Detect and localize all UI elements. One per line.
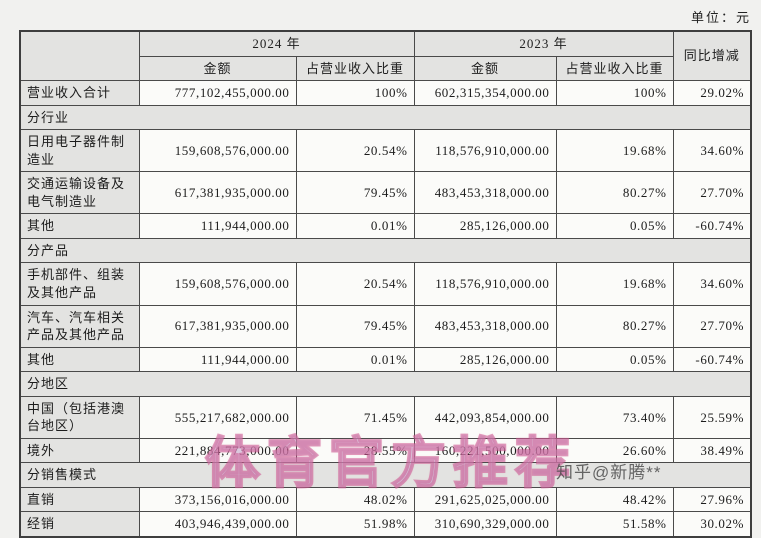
row-label-cell: 其他 bbox=[19, 213, 140, 239]
data-row: 经销 403,946,439,000.00 51.98% 310,690,329,00… bbox=[19, 511, 752, 538]
row-label-cell: 营业收入合计 bbox=[19, 80, 140, 106]
yoy-cell: 38.49% bbox=[672, 437, 752, 464]
data-row: 交通运输设备及电气制造业 617,381,935,000.00 79.45% 483,… bbox=[19, 171, 752, 215]
section-row-label: 分行业 bbox=[19, 104, 752, 131]
amount-2024-cell: 617,381,935,000.00 bbox=[138, 304, 297, 348]
pct-2024-header: 占营业收入比重 bbox=[295, 55, 415, 82]
amount-2023-cell: 160,221,500,000.00 bbox=[413, 437, 557, 464]
amount-2023-cell: 442,093,854,000.00 bbox=[413, 395, 557, 439]
amount-2024-header: 金额 bbox=[138, 55, 297, 82]
amount-2023-cell: 285,126,000.00 bbox=[413, 346, 557, 373]
revenue-breakdown-table: 2024 年 2023 年 同比增减 金额 占营业收入比重 金额 占营业收入比重… bbox=[19, 30, 753, 538]
section-row-label: 分销售模式 bbox=[19, 462, 752, 488]
row-label-cell: 境外 bbox=[19, 437, 140, 464]
table-header: 2024 年 2023 年 同比增减 金额 占营业收入比重 金额 占营业收入比重 bbox=[19, 30, 752, 82]
pct-2023-cell: 80.27% bbox=[555, 304, 674, 348]
pct-2023-header: 占营业收入比重 bbox=[555, 55, 674, 82]
amount-2023-cell: 483,453,318,000.00 bbox=[413, 304, 557, 348]
yoy-header: 同比增减 bbox=[672, 30, 752, 82]
data-row: 汽车、汽车相关产品及其他产品 617,381,935,000.00 79.45% 48… bbox=[19, 304, 752, 348]
yoy-cell: 29.02% bbox=[672, 80, 752, 106]
data-row: 其他 111,944,000.00 0.01% 285,126,000.00 0.05%… bbox=[19, 346, 752, 373]
table-body: 营业收入合计 777,102,455,000.00 100% 602,315,354,… bbox=[19, 80, 752, 538]
row-label-cell: 日用电子器件制造业 bbox=[19, 129, 140, 173]
amount-2024-cell: 159,608,576,000.00 bbox=[138, 262, 297, 306]
amount-2024-cell: 403,946,439,000.00 bbox=[138, 511, 297, 538]
yoy-cell: -60.74% bbox=[672, 213, 752, 239]
pct-2023-cell: 26.60% bbox=[555, 437, 674, 464]
amount-2024-cell: 159,608,576,000.00 bbox=[138, 129, 297, 173]
yoy-cell: 27.70% bbox=[672, 304, 752, 348]
pct-2024-cell: 0.01% bbox=[295, 213, 415, 239]
pct-2024-cell: 100% bbox=[295, 80, 415, 106]
report-page: 单位：元 2024 年 2023 年 同比增减 金额 占营业收入比重 金额 占营… bbox=[19, 10, 753, 538]
section-row: 分地区 bbox=[19, 371, 752, 397]
section-row-label: 分产品 bbox=[19, 237, 752, 264]
data-row: 其他 111,944,000.00 0.01% 285,126,000.00 0.05%… bbox=[19, 213, 752, 239]
amount-2023-header: 金额 bbox=[413, 55, 557, 82]
pct-2024-cell: 79.45% bbox=[295, 304, 415, 348]
amount-2023-cell: 118,576,910,000.00 bbox=[413, 262, 557, 306]
data-row: 手机部件、组装及其他产品 159,608,576,000.00 20.54% 118,… bbox=[19, 262, 752, 306]
pct-2024-cell: 28.55% bbox=[295, 437, 415, 464]
amount-2023-cell: 602,315,354,000.00 bbox=[413, 80, 557, 106]
pct-2023-cell: 51.58% bbox=[555, 511, 674, 538]
section-row-label: 分地区 bbox=[19, 371, 752, 397]
pct-2023-cell: 0.05% bbox=[555, 346, 674, 373]
yoy-cell: 30.02% bbox=[672, 511, 752, 538]
table-header-row-measures: 金额 占营业收入比重 金额 占营业收入比重 bbox=[20, 55, 751, 82]
pct-2023-cell: 80.27% bbox=[555, 171, 674, 215]
row-label-cell: 手机部件、组装及其他产品 bbox=[19, 262, 140, 306]
amount-2024-cell: 555,217,682,000.00 bbox=[138, 395, 297, 439]
amount-2023-cell: 483,453,318,000.00 bbox=[413, 171, 557, 215]
pct-2024-cell: 20.54% bbox=[295, 262, 415, 306]
pct-2024-cell: 20.54% bbox=[295, 129, 415, 173]
amount-2023-cell: 285,126,000.00 bbox=[413, 213, 557, 239]
pct-2023-cell: 100% bbox=[555, 80, 674, 106]
data-row: 中国（包括港澳台地区） 555,217,682,000.00 71.45% 442,0… bbox=[19, 395, 752, 439]
pct-2024-cell: 71.45% bbox=[295, 395, 415, 439]
row-label-cell: 中国（包括港澳台地区） bbox=[19, 395, 140, 439]
amount-2024-cell: 617,381,935,000.00 bbox=[138, 171, 297, 215]
data-row: 境外 221,884,773,000.00 28.55% 160,221,500,00… bbox=[19, 437, 752, 464]
amount-2023-cell: 118,576,910,000.00 bbox=[413, 129, 557, 173]
yoy-cell: 25.59% bbox=[672, 395, 752, 439]
yoy-cell: 34.60% bbox=[672, 129, 752, 173]
pct-2024-cell: 0.01% bbox=[295, 346, 415, 373]
amount-2024-cell: 111,944,000.00 bbox=[138, 346, 297, 373]
pct-2023-cell: 73.40% bbox=[555, 395, 674, 439]
amount-2024-cell: 111,944,000.00 bbox=[138, 213, 297, 239]
section-row: 分产品 bbox=[19, 237, 752, 264]
data-row: 营业收入合计 777,102,455,000.00 100% 602,315,354,… bbox=[19, 80, 752, 106]
row-label-cell: 交通运输设备及电气制造业 bbox=[19, 171, 140, 215]
amount-2024-cell: 777,102,455,000.00 bbox=[138, 80, 297, 106]
table-header-row-years: 2024 年 2023 年 同比增减 bbox=[19, 30, 752, 82]
yoy-cell: 34.60% bbox=[672, 262, 752, 306]
pct-2023-cell: 19.68% bbox=[555, 262, 674, 306]
pct-2023-cell: 0.05% bbox=[555, 213, 674, 239]
data-row: 日用电子器件制造业 159,608,576,000.00 20.54% 118,576… bbox=[19, 129, 752, 173]
row-label-cell: 其他 bbox=[19, 346, 140, 373]
year-2024-header: 2024 年 bbox=[138, 30, 415, 57]
row-label-cell: 经销 bbox=[19, 511, 140, 538]
yoy-cell: 27.70% bbox=[672, 171, 752, 215]
pct-2023-cell: 19.68% bbox=[555, 129, 674, 173]
pct-2024-cell: 79.45% bbox=[295, 171, 415, 215]
section-row: 分销售模式 bbox=[19, 462, 752, 488]
amount-2024-cell: 221,884,773,000.00 bbox=[138, 437, 297, 464]
unit-label: 单位：元 bbox=[690, 10, 751, 25]
pct-2024-cell: 51.98% bbox=[295, 511, 415, 538]
amount-2023-cell: 310,690,329,000.00 bbox=[413, 511, 557, 538]
corner-blank-cell bbox=[19, 30, 140, 82]
yoy-cell: -60.74% bbox=[672, 346, 752, 373]
year-2023-header: 2023 年 bbox=[413, 30, 674, 57]
section-row: 分行业 bbox=[19, 104, 752, 131]
row-label-cell: 汽车、汽车相关产品及其他产品 bbox=[19, 304, 140, 348]
